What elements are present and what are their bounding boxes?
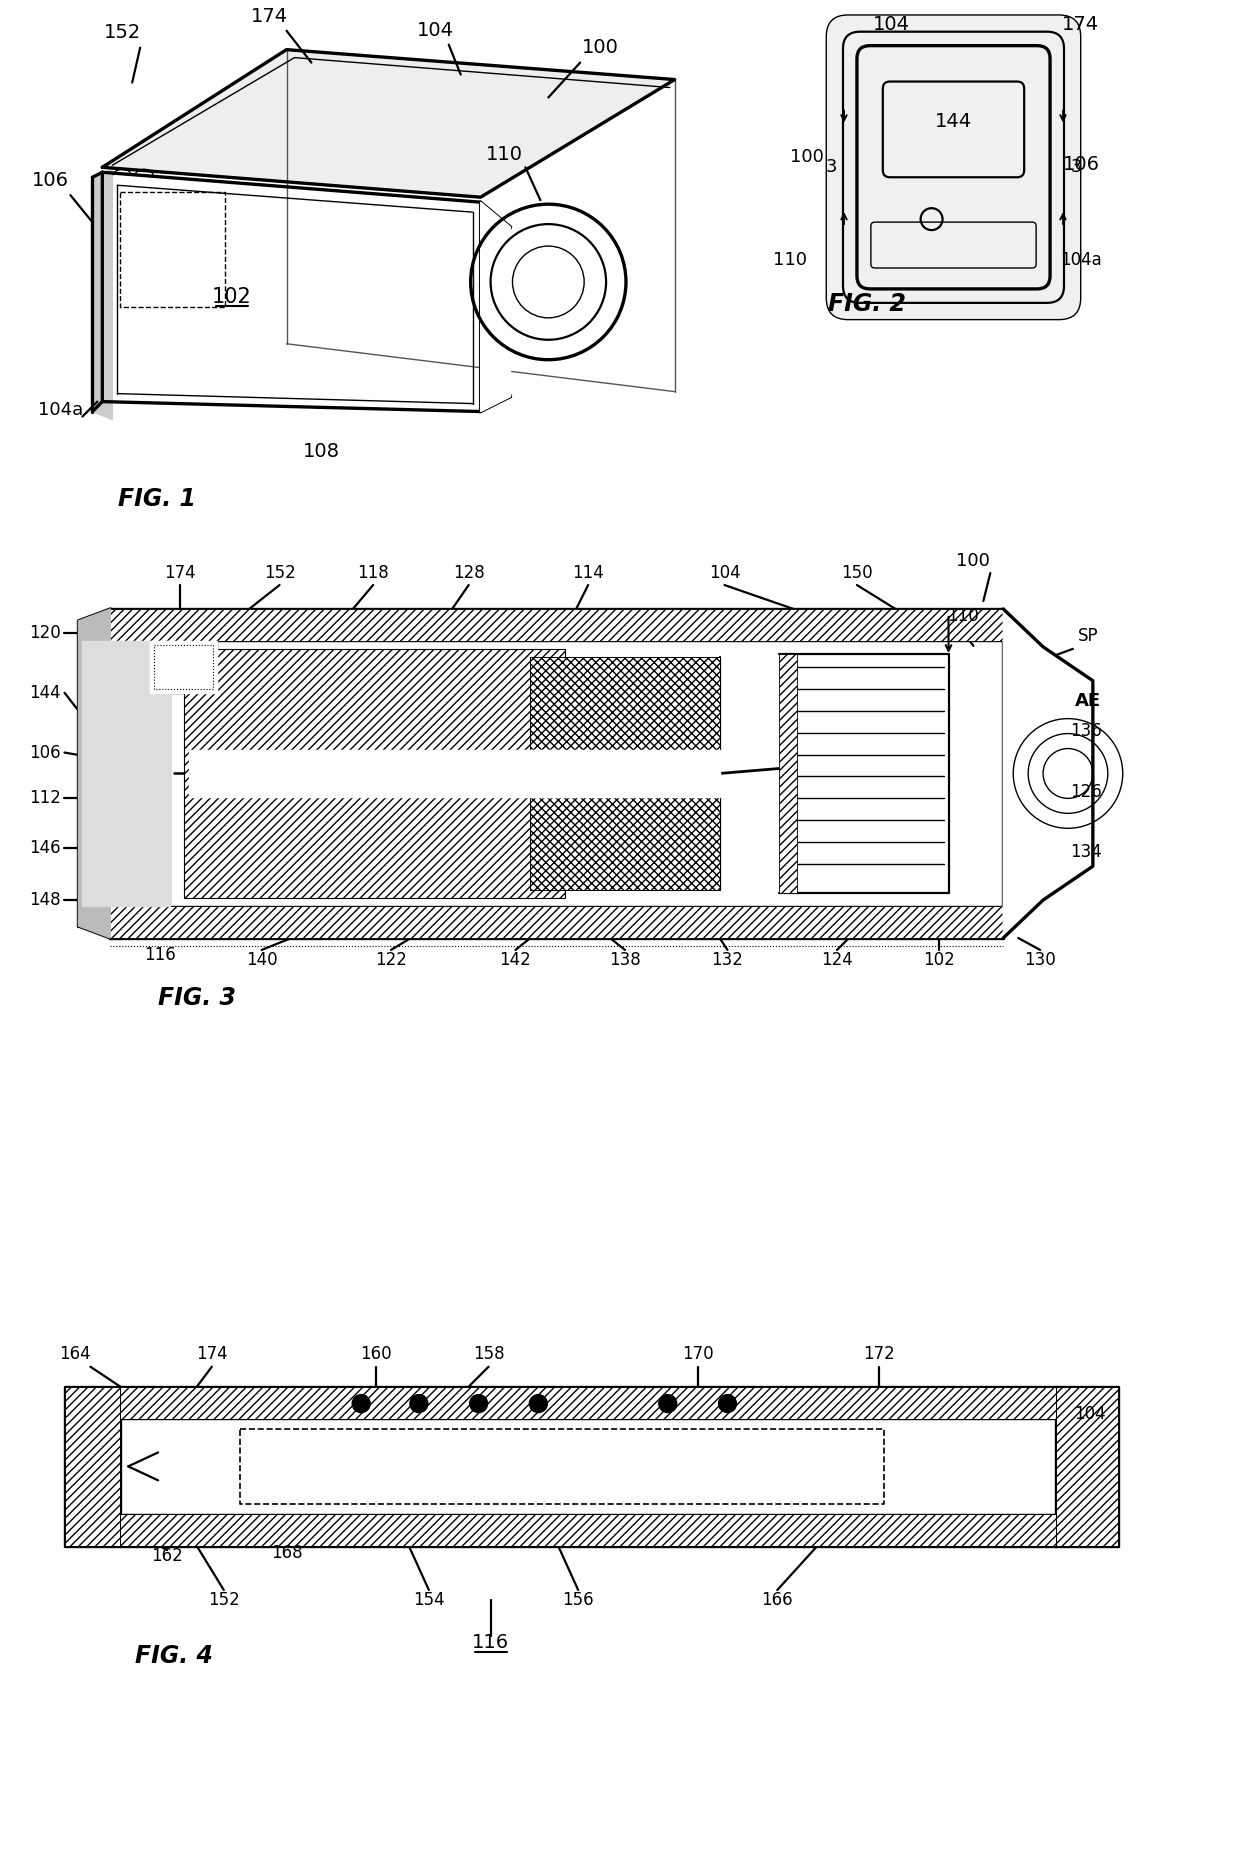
- Text: 130: 130: [1024, 950, 1056, 969]
- Text: 142: 142: [500, 950, 532, 969]
- Text: 124: 124: [821, 950, 853, 969]
- Text: 132: 132: [712, 950, 744, 969]
- Polygon shape: [110, 608, 1003, 642]
- Circle shape: [352, 1395, 370, 1412]
- Polygon shape: [120, 1388, 1056, 1419]
- Text: FIG. 4: FIG. 4: [135, 1644, 213, 1668]
- Polygon shape: [120, 1514, 1056, 1546]
- Polygon shape: [150, 642, 217, 692]
- Text: 154: 154: [413, 1590, 445, 1609]
- Text: 104: 104: [1074, 1404, 1106, 1423]
- Text: 100: 100: [582, 39, 619, 58]
- Text: 100: 100: [956, 552, 991, 571]
- Text: 104: 104: [418, 20, 454, 41]
- Text: 104a: 104a: [38, 400, 83, 418]
- Text: 110: 110: [485, 145, 522, 164]
- Text: 146: 146: [29, 839, 61, 857]
- Text: 174: 174: [250, 7, 288, 26]
- Text: FIG. 2: FIG. 2: [828, 292, 906, 316]
- Text: 118: 118: [357, 564, 389, 582]
- Text: 114: 114: [573, 564, 604, 582]
- Text: 100: 100: [790, 149, 825, 166]
- Polygon shape: [184, 649, 565, 898]
- Text: 166: 166: [761, 1590, 794, 1609]
- Text: 144: 144: [935, 112, 972, 130]
- Text: 110: 110: [947, 606, 980, 625]
- Polygon shape: [188, 750, 560, 798]
- Circle shape: [470, 1395, 487, 1412]
- Polygon shape: [481, 203, 511, 411]
- FancyBboxPatch shape: [826, 15, 1081, 320]
- Polygon shape: [82, 642, 170, 906]
- Polygon shape: [120, 1388, 1056, 1546]
- Text: 170: 170: [682, 1345, 713, 1363]
- Text: 152: 152: [264, 564, 295, 582]
- Polygon shape: [1056, 1388, 1117, 1546]
- Polygon shape: [110, 906, 1003, 937]
- Text: 126: 126: [1070, 783, 1102, 802]
- Text: 120: 120: [29, 623, 61, 642]
- Text: 174: 174: [164, 564, 196, 582]
- Text: 174: 174: [1063, 15, 1100, 33]
- Text: 160: 160: [361, 1345, 392, 1363]
- Text: AE: AE: [1075, 692, 1101, 711]
- Text: 122: 122: [374, 950, 407, 969]
- Text: 140: 140: [246, 950, 278, 969]
- Polygon shape: [103, 173, 481, 411]
- Polygon shape: [1003, 608, 1092, 937]
- Text: 162: 162: [151, 1548, 184, 1564]
- Text: FIG. 3: FIG. 3: [157, 986, 236, 1010]
- Circle shape: [658, 1395, 677, 1412]
- Text: 106: 106: [32, 171, 69, 190]
- Text: 148: 148: [29, 891, 61, 910]
- Text: 172: 172: [863, 1345, 895, 1363]
- Text: 104: 104: [709, 564, 740, 582]
- Text: 128: 128: [453, 564, 485, 582]
- Text: 152: 152: [104, 22, 141, 43]
- Text: 108: 108: [303, 443, 340, 461]
- Text: 158: 158: [472, 1345, 505, 1363]
- Text: 116: 116: [472, 1633, 510, 1652]
- Text: 156: 156: [563, 1590, 594, 1609]
- Text: 138: 138: [609, 950, 641, 969]
- Polygon shape: [103, 50, 675, 197]
- Polygon shape: [66, 1388, 120, 1546]
- Text: SP: SP: [1078, 627, 1099, 645]
- Text: 112: 112: [29, 789, 61, 807]
- Text: 102: 102: [923, 950, 955, 969]
- Text: 106: 106: [1063, 154, 1100, 173]
- Circle shape: [529, 1395, 547, 1412]
- Text: 102: 102: [212, 286, 252, 307]
- Text: 3: 3: [826, 158, 837, 177]
- Text: 164: 164: [58, 1345, 91, 1363]
- Polygon shape: [531, 750, 719, 798]
- Text: 144: 144: [29, 684, 61, 701]
- Polygon shape: [779, 655, 797, 893]
- Text: 152: 152: [208, 1590, 239, 1609]
- Polygon shape: [531, 657, 719, 891]
- Text: 150: 150: [841, 564, 873, 582]
- Polygon shape: [92, 169, 113, 420]
- Polygon shape: [78, 608, 110, 937]
- Text: 104a: 104a: [1060, 251, 1102, 270]
- Text: 110: 110: [774, 251, 807, 270]
- Polygon shape: [110, 608, 1003, 937]
- Text: FIG. 1: FIG. 1: [118, 487, 196, 512]
- Text: 3: 3: [1070, 158, 1081, 177]
- Text: 134: 134: [1070, 843, 1102, 861]
- Text: 116: 116: [144, 947, 176, 963]
- Text: 104: 104: [873, 15, 910, 33]
- Circle shape: [718, 1395, 737, 1412]
- Text: 136: 136: [1070, 722, 1102, 740]
- Text: 174: 174: [196, 1345, 228, 1363]
- Text: 168: 168: [270, 1544, 303, 1562]
- Circle shape: [410, 1395, 428, 1412]
- Text: 106: 106: [29, 744, 61, 761]
